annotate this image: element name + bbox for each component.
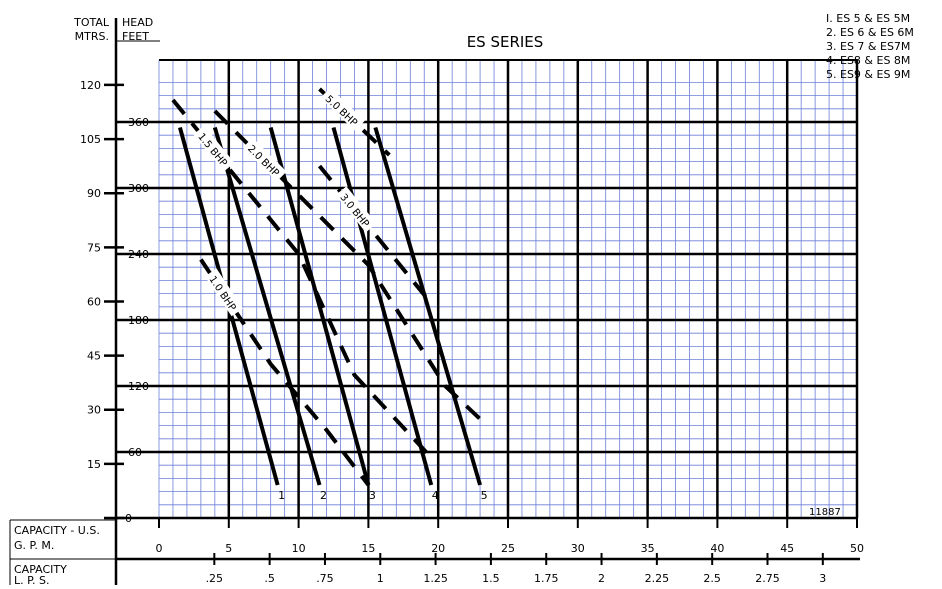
head-feet-label: FEET xyxy=(122,30,149,43)
x-tick-label: 35 xyxy=(641,542,655,555)
lps-label: L. P. S. xyxy=(14,574,50,585)
lps-tick-label: .5 xyxy=(264,572,275,585)
legend-item: I. ES 5 & ES 5M xyxy=(826,12,910,25)
total-mtrs-label: TOTAL xyxy=(73,16,110,29)
pump-curve-label: 4 xyxy=(432,489,439,502)
bhp-label-bg xyxy=(320,87,365,131)
pump-curve-label: 5 xyxy=(481,489,488,502)
lps-tick-label: 2.25 xyxy=(645,572,670,585)
x-tick-label: 45 xyxy=(780,542,794,555)
y-tick-label-meters: 105 xyxy=(80,133,101,146)
lps-tick-label: 3 xyxy=(819,572,826,585)
x-tick-label: 20 xyxy=(431,542,445,555)
lps-tick-label: 1.75 xyxy=(534,572,559,585)
pump-curve-label: 3 xyxy=(369,489,376,502)
gpm-label: CAPACITY - U.S. xyxy=(14,524,100,537)
lps-tick-label: 2 xyxy=(598,572,605,585)
y-tick-label-meters: 90 xyxy=(87,187,101,200)
x-tick-label: 50 xyxy=(850,542,864,555)
drawing-number: 11887 xyxy=(809,507,841,518)
gpm-label: G. P. M. xyxy=(14,539,54,552)
y-tick-label-meters: 120 xyxy=(80,79,101,92)
lps-tick-label: 2.5 xyxy=(703,572,721,585)
bhp-line xyxy=(171,98,433,459)
bhp-label-bg xyxy=(335,186,377,233)
total-mtrs-label: MTRS. xyxy=(75,30,109,43)
pump-curve-2 xyxy=(212,126,322,486)
x-tick-label: 25 xyxy=(501,542,515,555)
pump-curve-4 xyxy=(331,126,434,486)
y-tick-label-feet: 60 xyxy=(128,446,142,459)
y-tick-label-meters: 75 xyxy=(87,241,101,254)
legend-item: 2. ES 6 & ES 6M xyxy=(826,26,914,39)
y-tick-label-feet: 360 xyxy=(128,116,149,129)
lps-tick-label: 1.25 xyxy=(423,572,448,585)
lps-tick-label: 2.75 xyxy=(755,572,780,585)
legend: I. ES 5 & ES 5M 2. ES 6 & ES 6M 3. ES 7 … xyxy=(826,12,914,81)
pump-curve-label: 2 xyxy=(320,489,327,502)
pump-curves: 1 2 3 4 5 xyxy=(178,126,488,502)
y-tick-label-meters: 15 xyxy=(87,458,101,471)
x-tick-label: 5 xyxy=(225,542,232,555)
y-tick-label-meters: 60 xyxy=(87,295,101,308)
lps-tick-label: 1.5 xyxy=(482,572,500,585)
x-tick-label: 40 xyxy=(710,542,724,555)
pump-curve-label: 1 xyxy=(278,489,285,502)
major-grid xyxy=(159,59,859,518)
legend-item: 4. ES8 & ES 8M xyxy=(826,54,910,67)
legend-item: 3. ES 7 & ES7M xyxy=(826,40,910,53)
y-tick-label-feet: 120 xyxy=(128,380,149,393)
y-tick-label-feet: 240 xyxy=(128,248,149,261)
lps-tick-label: 1 xyxy=(377,572,384,585)
tick-labels: 0 5 10 15 20 25 30 35 40 45 50.25.5.75 1 1.25 1.5 1.75… xyxy=(80,79,864,585)
lps-label: CAPACITY xyxy=(14,563,67,576)
y-tick-label-feet: 180 xyxy=(128,314,149,327)
head-feet-label: HEAD xyxy=(122,16,153,29)
x-tick-label: 30 xyxy=(571,542,585,555)
lps-tick-label: .75 xyxy=(316,572,334,585)
y-tick-label-meters: 30 xyxy=(87,404,101,417)
chart-title: ES SERIES xyxy=(467,33,544,51)
y-tick-label-meters: 0 xyxy=(125,512,132,525)
pump-curve-3 xyxy=(268,126,371,486)
pump-curve-5 xyxy=(373,126,482,486)
x-tick-label: 0 xyxy=(156,542,163,555)
x-tick-label: 15 xyxy=(361,542,375,555)
x-tick-label: 10 xyxy=(292,542,306,555)
bhp-label-bg xyxy=(242,137,287,182)
lps-tick-label: .25 xyxy=(206,572,224,585)
y-tick-label-meters: 45 xyxy=(87,350,101,363)
y-tick-label-feet: 300 xyxy=(128,182,149,195)
bhp-label-bg xyxy=(193,125,235,172)
bhp-label-bg xyxy=(204,268,244,317)
legend-item: 5. ES9 & ES 9M xyxy=(826,68,910,81)
